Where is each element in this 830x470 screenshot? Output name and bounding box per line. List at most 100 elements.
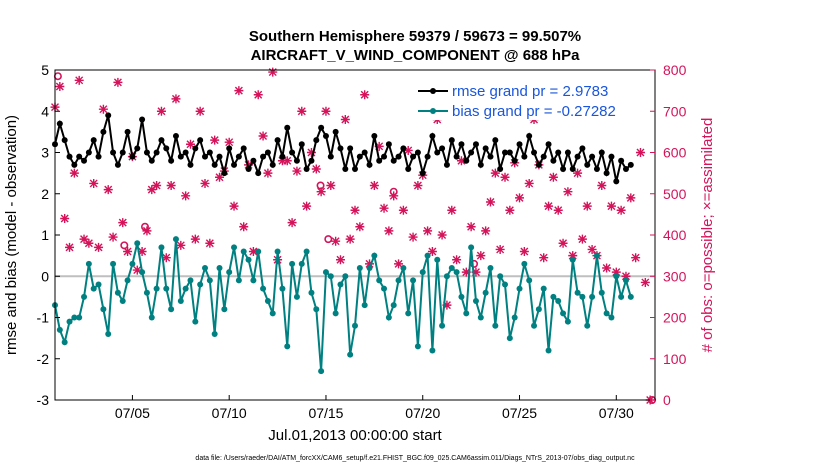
y-tick-label: -3 <box>37 392 50 408</box>
obs-assimilated-glyph <box>215 172 225 182</box>
obs-assimilated-glyph <box>55 82 65 91</box>
obs-assimilated-marker <box>365 259 375 269</box>
bias-point <box>322 269 329 276</box>
obs-assimilated-marker <box>335 255 345 265</box>
obs-assimilated-marker <box>297 106 307 116</box>
rmse-point <box>371 133 378 139</box>
rmse-point <box>381 153 388 160</box>
y-axis-label: rmse and bias (model - observation) <box>3 115 20 355</box>
bias-point <box>622 277 629 284</box>
obs-assimilated-glyph <box>505 205 515 215</box>
rmse-point <box>322 133 329 139</box>
rmse-point <box>564 149 571 156</box>
obs-assimilated-marker <box>379 203 389 213</box>
rmse-point <box>100 128 107 135</box>
obs-assimilated-glyph <box>185 139 195 149</box>
rmse-point <box>289 149 296 156</box>
obs-assimilated-glyph <box>558 238 568 248</box>
rmse-point <box>356 153 363 160</box>
obs-assimilated-marker <box>326 181 336 190</box>
rmse-point <box>192 145 199 152</box>
obs-assimilated-glyph <box>394 259 404 269</box>
x-tick-label: 07/20 <box>405 405 440 421</box>
obs-assimilated-glyph <box>582 201 592 211</box>
rmse-point <box>400 145 407 152</box>
rmse-point <box>177 153 184 160</box>
bias-point <box>255 248 262 255</box>
obs-assimilated-marker <box>635 148 645 157</box>
obs-assimilated-marker <box>495 244 505 254</box>
bias-point <box>400 265 407 271</box>
bias-point <box>448 265 455 271</box>
obs-assimilated-glyph <box>587 244 597 254</box>
bias-point <box>260 285 267 292</box>
obs-assimilated-glyph <box>142 226 152 236</box>
obs-assimilated-marker <box>79 234 89 244</box>
obs-assimilated-glyph <box>427 247 437 256</box>
obs-assimilated-glyph <box>306 148 316 157</box>
rmse-point <box>240 145 247 152</box>
obs-assimilated-marker <box>292 166 302 176</box>
rmse-point <box>526 133 533 139</box>
legend-rmse-marker <box>430 88 436 94</box>
obs-assimilated-glyph <box>597 181 607 190</box>
rmse-point <box>477 161 484 168</box>
bias-point <box>434 256 441 263</box>
rmse-point <box>308 157 315 164</box>
y2-tick-label: 200 <box>663 310 687 326</box>
obs-assimilated-marker <box>587 244 597 254</box>
obs-assimilated-glyph <box>485 197 495 207</box>
x-tick-label: 07/30 <box>599 405 634 421</box>
bias-point <box>371 252 378 259</box>
bias-point <box>298 260 305 267</box>
bias-point <box>71 314 78 321</box>
bias-point <box>516 285 523 292</box>
rmse-point <box>90 137 97 144</box>
obs-assimilated-glyph <box>118 218 128 228</box>
obs-assimilated-marker <box>84 238 94 248</box>
bias-point <box>327 273 334 280</box>
rmse-point <box>182 149 189 156</box>
bias-point <box>414 343 421 350</box>
obs-assimilated-glyph <box>147 185 157 195</box>
bias-point <box>211 331 218 337</box>
obs-assimilated-marker <box>306 148 316 157</box>
obs-assimilated-marker <box>515 193 525 203</box>
obs-assimilated-marker <box>69 168 79 178</box>
obs-assimilated-marker <box>234 86 244 96</box>
obs-assimilated-glyph <box>345 234 355 244</box>
y2-tick-label: 700 <box>663 103 687 119</box>
bias-point <box>560 310 567 317</box>
bias-point <box>119 298 126 304</box>
rmse-point <box>337 145 344 152</box>
obs-assimilated-marker <box>490 168 500 178</box>
obs-assimilated-glyph <box>442 300 452 310</box>
obs-assimilated-marker <box>113 77 123 87</box>
obs-assimilated-marker <box>74 75 84 85</box>
obs-assimilated-marker <box>544 201 554 211</box>
rmse-point <box>410 153 417 160</box>
bias-point <box>618 293 625 300</box>
bias-point <box>405 310 412 317</box>
obs-assimilated-marker <box>331 236 341 246</box>
obs-assimilated-marker <box>123 247 133 256</box>
rmse-point <box>279 153 286 160</box>
bias-point <box>463 310 470 317</box>
obs-possible-marker <box>120 241 129 250</box>
rmse-point <box>197 137 204 144</box>
obs-assimilated-glyph <box>379 203 389 213</box>
bias-point <box>187 277 194 284</box>
obs-assimilated-glyph <box>65 242 75 252</box>
obs-assimilated-glyph <box>229 201 239 211</box>
bias-point <box>366 265 373 271</box>
obs-assimilated-glyph <box>481 226 491 236</box>
obs-assimilated-marker <box>94 242 104 252</box>
bias-point <box>90 285 97 292</box>
obs-assimilated-glyph <box>282 156 292 166</box>
y2-tick-label: 300 <box>663 268 687 284</box>
obs-assimilated-glyph <box>384 226 394 236</box>
bias-point <box>124 277 131 284</box>
bias-point <box>598 289 605 296</box>
obs-assimilated-glyph <box>466 222 476 232</box>
